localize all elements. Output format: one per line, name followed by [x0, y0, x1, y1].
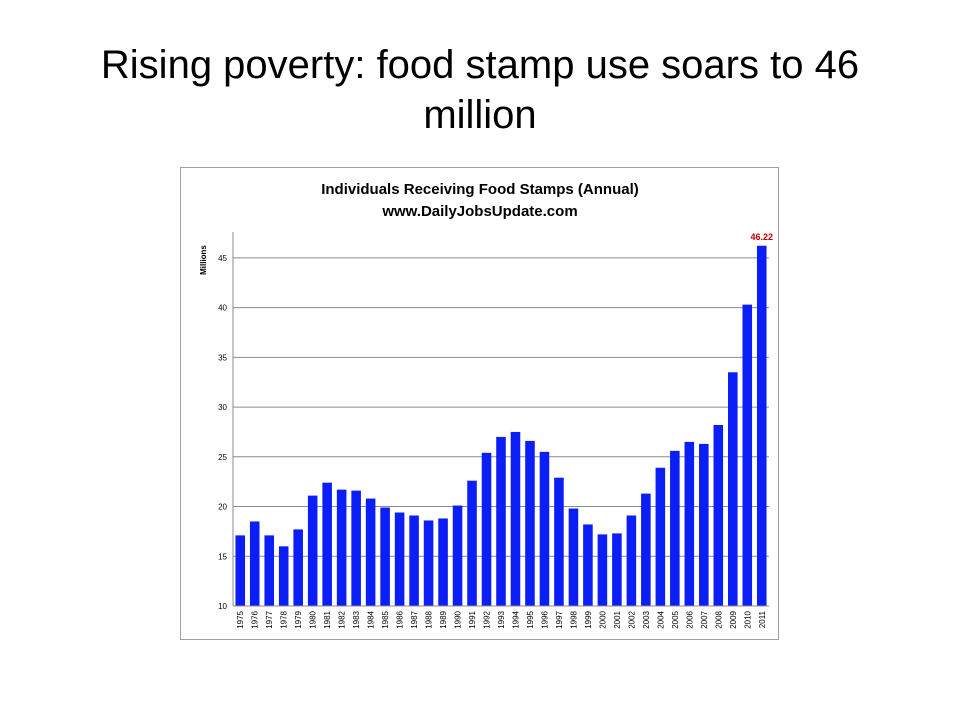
- bar: [452, 505, 463, 606]
- x-tick-label: 1985: [381, 610, 390, 628]
- x-tick-label: 1991: [468, 610, 477, 628]
- bar: [713, 424, 724, 606]
- bar: [264, 535, 274, 606]
- x-tick-label: 2011: [758, 610, 767, 628]
- x-tick-label: 1992: [483, 610, 492, 628]
- bar: [249, 521, 260, 606]
- bar: [278, 546, 289, 606]
- bar: [583, 524, 593, 606]
- bar: [438, 518, 448, 606]
- y-tick-label: 20: [218, 503, 227, 512]
- bar: [423, 520, 434, 606]
- y-tick-labels: 10 15 20 25 30 35 40 45: [218, 254, 227, 611]
- bar: [612, 533, 622, 606]
- bar: [684, 441, 695, 606]
- x-tick-label: 1999: [584, 610, 593, 628]
- bar: [365, 498, 376, 606]
- bar: [322, 482, 332, 606]
- data-label: 46.22: [750, 232, 773, 242]
- bar: [481, 452, 492, 606]
- bar: [496, 436, 506, 606]
- x-tick-label: 1977: [265, 610, 274, 628]
- bar: [756, 245, 767, 606]
- x-tick-label: 2003: [642, 610, 651, 628]
- x-tick-label: 2005: [671, 610, 680, 628]
- x-tick-label: 2007: [700, 610, 709, 628]
- x-tick-label: 1990: [454, 610, 463, 628]
- bar: [626, 515, 637, 606]
- bar: [307, 495, 318, 606]
- x-tick-label: 1989: [439, 610, 448, 628]
- x-tick-label: 2006: [685, 610, 694, 628]
- bar: [641, 493, 651, 606]
- x-tick-label: 1978: [280, 610, 289, 628]
- x-tick-label: 1987: [410, 610, 419, 628]
- bar: [336, 489, 347, 606]
- bar: [554, 477, 564, 606]
- x-tick-label: 1996: [540, 610, 549, 628]
- bar-chart: Individuals Receiving Food Stamps (Annua…: [199, 181, 773, 629]
- x-tick-label: 1982: [338, 610, 347, 628]
- bar: [568, 508, 579, 606]
- x-tick-label: 1981: [323, 610, 332, 628]
- x-tick-label: 1998: [569, 610, 578, 628]
- x-tick-label: 1984: [367, 610, 376, 628]
- x-tick-label: 2008: [714, 610, 723, 628]
- x-tick-label: 2009: [729, 610, 738, 628]
- bar: [742, 304, 753, 606]
- bar: [293, 529, 303, 606]
- chart-title: Individuals Receiving Food Stamps (Annua…: [321, 181, 639, 198]
- x-tick-label: 1979: [294, 610, 303, 628]
- x-tick-label: 1980: [309, 610, 318, 628]
- bar: [351, 490, 361, 606]
- x-tick-label: 1997: [555, 610, 564, 628]
- bar: [699, 443, 709, 606]
- y-tick-label: 10: [218, 602, 227, 611]
- y-tick-label: 30: [218, 403, 227, 412]
- bar: [235, 535, 246, 606]
- x-tick-label: 2010: [743, 610, 752, 628]
- y-tick-label: 35: [218, 353, 227, 362]
- y-axis-label: Millions: [199, 245, 208, 275]
- bar: [394, 512, 405, 606]
- slide-title: Rising poverty: food stamp use soars to …: [100, 43, 860, 137]
- x-tick-label: 2002: [627, 610, 636, 628]
- x-tick-label: 1988: [425, 610, 434, 628]
- bars: [235, 245, 767, 606]
- y-tick-label: 25: [218, 453, 227, 462]
- x-tick-labels: 1975 1976 1977 1978 1979 1980 1981 1982 1983 1984…: [236, 610, 767, 628]
- x-tick-label: 1994: [511, 610, 520, 628]
- y-tick-label: 45: [218, 254, 227, 263]
- bar: [670, 450, 680, 606]
- data-labels: 46.22: [750, 232, 773, 242]
- bar: [597, 534, 608, 606]
- x-tick-label: 1983: [352, 610, 361, 628]
- bar: [510, 431, 521, 606]
- x-tick-label: 1986: [396, 610, 405, 628]
- bar: [525, 440, 535, 606]
- bar: [728, 372, 738, 606]
- x-tick-label: 2001: [613, 610, 622, 628]
- bar: [539, 451, 550, 606]
- bar: [467, 480, 477, 606]
- x-tick-label: 1995: [526, 610, 535, 628]
- bar: [409, 515, 419, 606]
- x-tick-label: 1975: [236, 610, 245, 628]
- y-tick-label: 40: [218, 304, 227, 313]
- bar: [380, 507, 390, 606]
- chart-frame: Individuals Receiving Food Stamps (Annua…: [180, 167, 779, 640]
- x-tick-label: 2004: [656, 610, 665, 628]
- y-tick-label: 15: [218, 552, 227, 561]
- x-tick-label: 1993: [497, 610, 506, 628]
- x-tick-label: 1976: [251, 610, 260, 628]
- chart-subtitle: www.DailyJobsUpdate.com: [381, 203, 577, 220]
- axes: [232, 232, 769, 607]
- x-tick-label: 2000: [598, 610, 607, 628]
- bar: [655, 467, 666, 606]
